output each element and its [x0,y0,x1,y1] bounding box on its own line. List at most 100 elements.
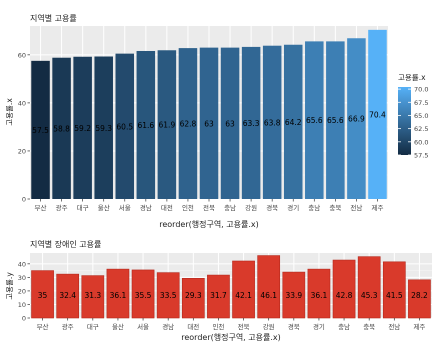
bar-인천 [178,48,198,199]
legend-tick-label: 60.0 [414,138,428,146]
legend-tick-label: 62.5 [414,125,428,133]
bar-value-label: 46.1 [260,291,277,300]
chart-1-x-axis-label: reorder(행정구역, 고용률.x) [159,219,259,229]
x-tick-label: 강원 [245,203,257,212]
bar-value-label: 31.7 [210,291,227,300]
bar-부산 [31,60,50,200]
x-tick-label: 충북 [329,203,341,212]
chart-1-bars [31,29,387,200]
x-tick-label: 경북 [288,322,300,331]
bar-value-label: 59.3 [95,124,112,133]
x-tick-label: 충남 [338,322,350,331]
x-tick-label: 울산 [112,322,124,331]
bar-value-label: 59.2 [74,124,91,133]
bar-대구 [73,56,92,199]
bar-충남 [305,41,324,199]
chart-1-y-ticks: 0 20 40 60 [18,51,30,204]
x-tick-label: 경기 [313,322,325,331]
chart-1: 지역별 고용률 57.5 58.8 59.2 59.3 60.5 61.6 61.9 62.8… [5,13,428,229]
bar-value-label: 60.5 [116,122,133,131]
chart-1-legend-ticks: 70.0 67.5 65.0 62.5 60.0 57.5 [398,86,428,160]
chart-2-y-ticks: 0 10 20 30 40 [18,260,30,323]
x-tick-label: 부산 [35,203,47,212]
bar-value-label: 35.5 [135,291,152,300]
chart-2-y-axis-label: 고용률.y [5,272,14,300]
x-tick-label: 경북 [266,203,278,212]
bar-경북 [262,45,282,200]
x-tick-label: 제주 [371,204,383,212]
bar-대전 [157,50,177,200]
chart-2-x-ticks: 부산 광주 대구 울산 서울 경남 대전 인천 전북 강원 경북 경기 충남 충북 전남 제주 [37,318,425,331]
y-tick-label: 40 [18,260,26,268]
x-tick-label: 충남 [224,203,236,212]
bar-제주 [368,29,387,199]
bar-value-label: 65.6 [327,116,344,125]
x-tick-label: 충북 [363,322,375,331]
y-tick-label: 20 [18,147,26,155]
bar-value-label: 70.4 [369,110,386,119]
bar-강원 [257,255,281,319]
bar-value-label: 33.5 [160,291,177,300]
bar-value-label: 42.1 [235,291,252,300]
y-tick-label: 20 [18,287,26,295]
bar-서울 [115,53,135,199]
bar-경남 [136,50,156,199]
bar-value-label: 31.3 [84,291,101,300]
x-tick-label: 전북 [203,203,215,212]
legend-tick-label: 70.0 [414,86,428,94]
bar-전북 [232,260,255,319]
bar-울산 [94,56,113,200]
bar-value-label: 63 [204,119,214,128]
bar-value-label: 64.2 [285,118,302,127]
bar-value-label: 33.9 [285,291,302,300]
x-tick-label: 광주 [56,204,68,212]
chart-2-bar-labels: 35 32.4 31.3 36.1 35.5 33.5 29.3 31.7 42.1 46.1 33… [38,291,428,300]
x-tick-label: 전남 [388,322,400,331]
x-tick-label: 경남 [162,322,174,331]
x-tick-label: 인천 [182,203,194,212]
legend-tick-label: 65.0 [414,112,428,120]
y-tick-label: 0 [22,315,26,323]
x-tick-label: 대전 [161,203,173,212]
bar-value-label: 45.3 [361,291,378,300]
y-tick-label: 60 [18,51,26,59]
x-tick-label: 광주 [62,323,74,331]
bar-value-label: 63 [225,119,235,128]
bar-value-label: 61.6 [137,121,154,130]
x-tick-label: 대구 [87,323,99,331]
chart-1-legend-colorbar [398,87,411,155]
bar-value-label: 63.8 [264,118,281,127]
bar-강원 [241,46,261,199]
chart-1-title: 지역별 고용률 [30,13,77,23]
bar-value-label: 63.3 [243,119,260,128]
bar-value-label: 36.1 [110,291,127,300]
bar-전남 [382,261,406,319]
chart-1-legend: 고용률.x 70.0 67.5 65.0 62.5 60.0 57.5 [398,73,428,160]
y-tick-label: 30 [18,274,26,282]
x-tick-label: 경남 [140,203,152,212]
x-tick-label: 서울 [137,322,149,331]
chart-1-legend-title: 고용률.x [398,73,426,82]
bar-value-label: 58.8 [53,124,70,133]
bar-충북 [326,41,345,199]
x-tick-label: 대전 [187,322,199,331]
x-tick-label: 전북 [238,322,250,331]
y-tick-label: 40 [18,99,26,107]
x-tick-label: 인천 [212,322,224,331]
bar-value-label: 66.9 [348,115,365,124]
chart-2: 지역별 장애인 고용률 35 32.4 31.3 36.1 35.5 33.5 29.3 31… [5,239,432,342]
bar-value-label: 29.3 [185,291,202,300]
chart-1-x-ticks: 부산 광주 대구 울산 서울 경남 대전 인천 전북 충남 강원 경북 경기 충남 충북 전남 제주 [35,199,383,212]
chart-1-bar-labels: 57.5 58.8 59.2 59.3 60.5 61.6 61.9 62.8 63 63 63.3… [32,110,386,134]
x-tick-label: 경기 [287,203,299,212]
bar-충남 [220,47,240,199]
x-tick-label: 서울 [119,203,131,212]
x-tick-label: 충남 [308,203,320,212]
bar-value-label: 62.8 [180,120,197,129]
bar-value-label: 32.4 [59,291,76,300]
bar-value-label: 42.8 [336,291,353,300]
chart-2-title: 지역별 장애인 고용률 [30,239,101,249]
bar-충북 [357,256,381,319]
legend-tick-label: 67.5 [414,99,428,107]
